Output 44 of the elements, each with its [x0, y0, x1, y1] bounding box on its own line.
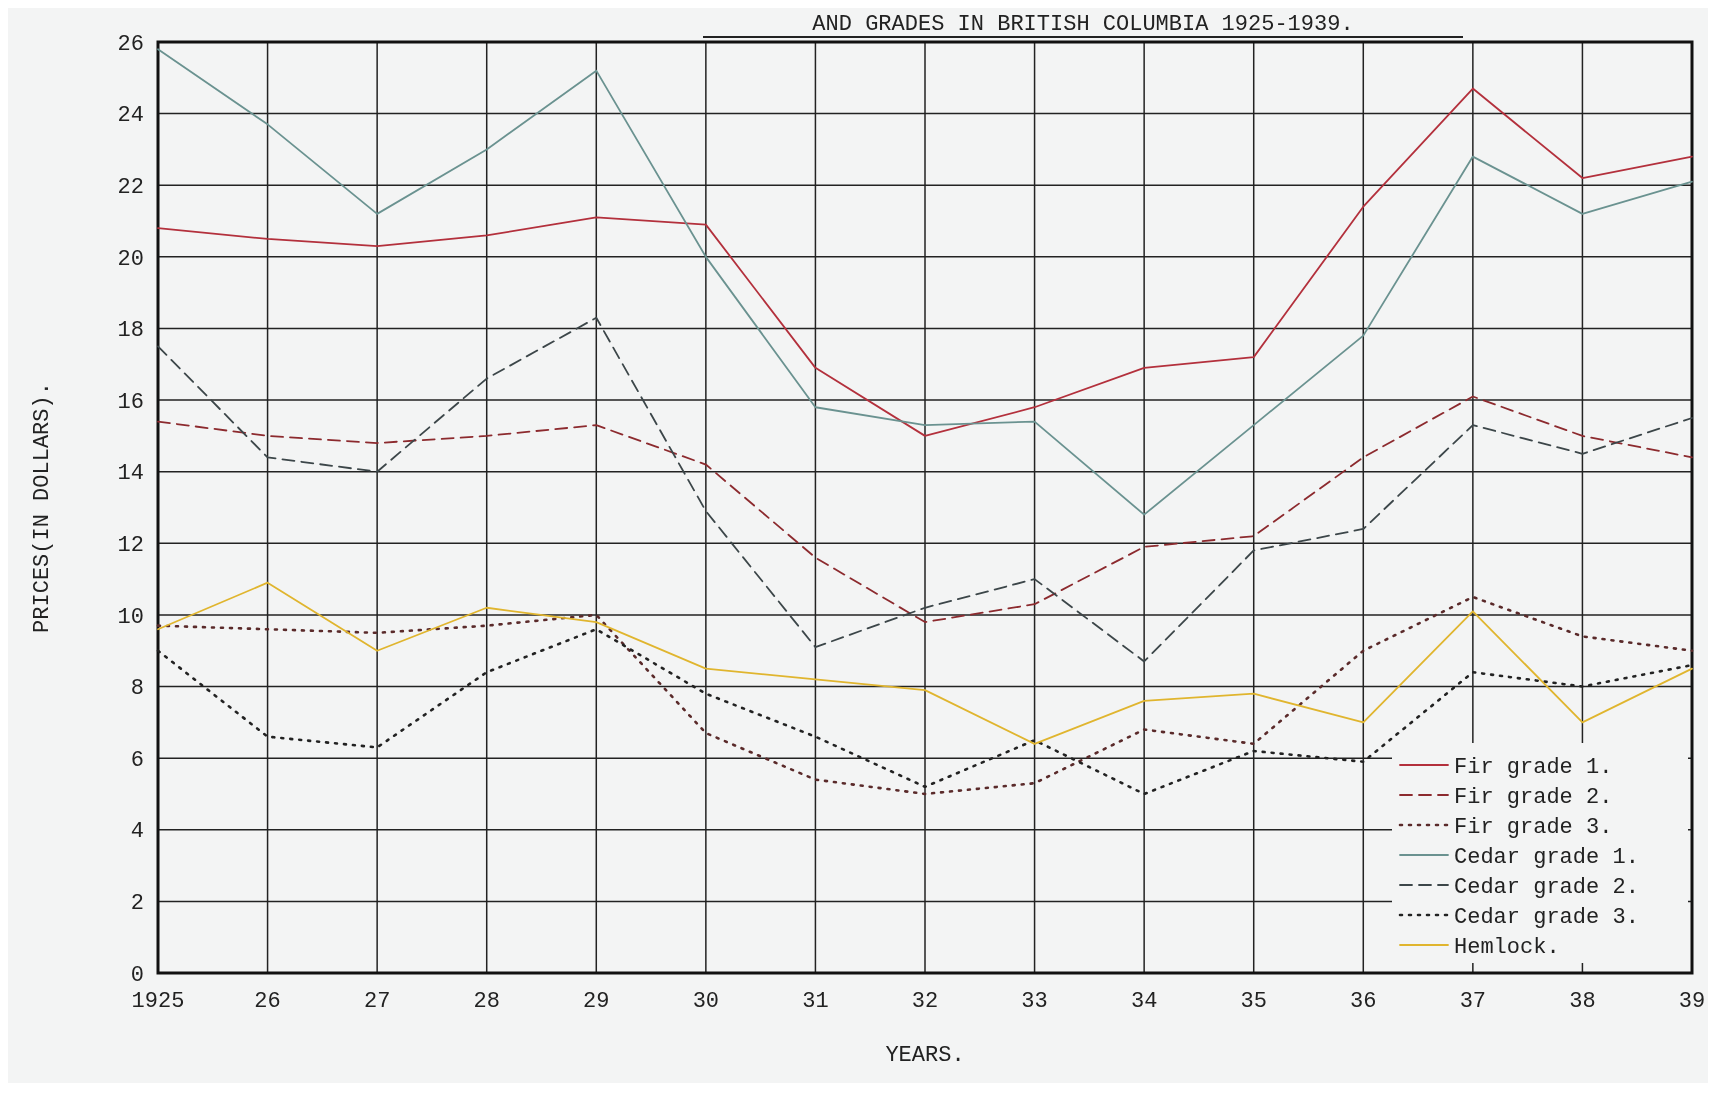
legend-label: Fir grade 2. [1454, 784, 1613, 810]
y-tick-label: 16 [117, 389, 144, 415]
y-tick-label: 20 [117, 246, 144, 272]
x-tick-label: 35 [1240, 989, 1267, 1014]
x-tick-label: 29 [583, 989, 610, 1014]
y-tick-label: 0 [130, 962, 144, 988]
y-tick-label: 14 [117, 461, 144, 487]
line-series [157, 87, 1693, 437]
line-series [157, 48, 1693, 516]
y-tick-label: 8 [130, 676, 144, 702]
x-tick-label: 37 [1459, 989, 1487, 1014]
x-tick-label: 36 [1350, 989, 1377, 1014]
legend-label: Hemlock. [1454, 934, 1560, 960]
x-tick-label: 33 [1021, 989, 1048, 1014]
x-tick-label: 28 [473, 989, 500, 1014]
y-axis-title: PRICES(IN DOLLARS). [30, 382, 55, 633]
line-series [157, 316, 1693, 663]
y-tick-label: 2 [130, 891, 144, 917]
y-tick-label: 22 [117, 174, 144, 200]
x-axis-title: YEARS. [885, 1043, 965, 1068]
x-tick-label: 30 [692, 989, 720, 1014]
y-tick-label: 10 [117, 604, 144, 630]
x-tick-label: 31 [802, 989, 829, 1014]
x-tick-label: 27 [363, 989, 391, 1014]
x-tick-label: 38 [1569, 989, 1596, 1014]
y-tick-label: 6 [130, 747, 144, 773]
line-series [157, 581, 1693, 745]
x-tick-label: 1925 [131, 989, 185, 1014]
y-tick-label: 18 [117, 318, 144, 344]
legend-label: Fir grade 1. [1454, 754, 1613, 780]
x-tick-label: 32 [911, 989, 939, 1014]
x-tick-label: 39 [1678, 989, 1706, 1014]
x-tick-label: 34 [1130, 989, 1158, 1014]
line-series [157, 395, 1693, 623]
y-tick-label: 26 [117, 31, 144, 57]
chart-title: AND GRADES IN BRITISH COLUMBIA 1925-1939. [812, 12, 1354, 37]
x-tick-label: 26 [254, 989, 281, 1014]
legend-label: Fir grade 3. [1454, 814, 1613, 840]
legend-label: Cedar grade 3. [1454, 904, 1639, 930]
legend-label: Cedar grade 1. [1454, 844, 1639, 870]
y-tick-label: 4 [130, 819, 144, 845]
y-tick-label: 24 [117, 103, 144, 129]
legend-label: Cedar grade 2. [1454, 874, 1639, 900]
y-tick-label: 12 [117, 533, 144, 559]
